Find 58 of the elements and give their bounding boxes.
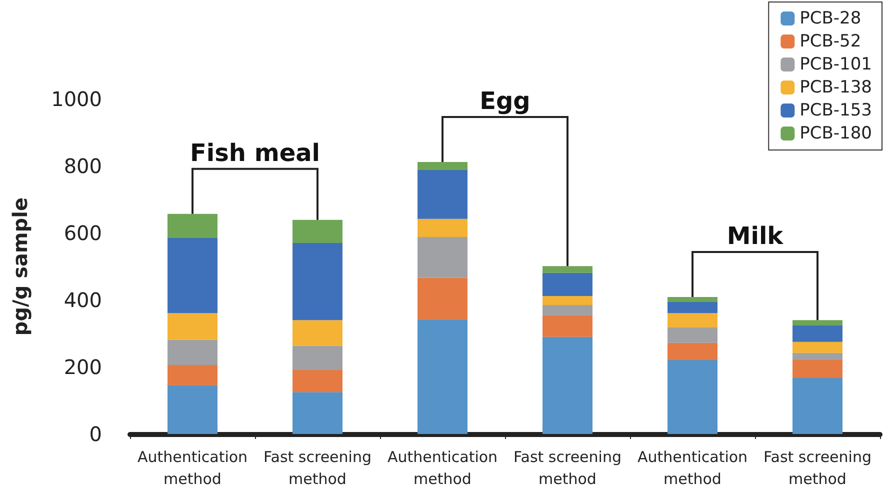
bar: [292, 320, 342, 346]
y-axis-title: pg/g sample: [8, 197, 32, 336]
annotation: Milk: [726, 222, 784, 250]
y-tick-label: 600: [64, 221, 102, 245]
bar: [418, 170, 468, 219]
bar: [542, 315, 592, 337]
bar: [168, 313, 218, 340]
bar: [542, 305, 592, 316]
bar: [792, 360, 842, 378]
legend-label: PCB-138: [800, 78, 872, 98]
bar: [168, 364, 218, 386]
bar: [542, 336, 592, 434]
bar: [168, 385, 218, 434]
bar: [292, 346, 342, 370]
y-tick-label: 400: [64, 288, 102, 312]
bar: [668, 342, 718, 360]
bar: [542, 272, 592, 296]
bar: [418, 278, 468, 320]
bar: [292, 220, 342, 244]
annotation: Fish meal: [190, 138, 320, 167]
legend-label: PCB-180: [800, 124, 872, 144]
bar: [292, 370, 342, 392]
x-tick-label: Authentication method: [637, 448, 748, 488]
bar: [418, 319, 468, 434]
bar: [418, 162, 468, 170]
bar: [292, 243, 342, 320]
bar: [792, 342, 842, 353]
x-tick-label: Authentication method: [387, 448, 498, 488]
legend-label: PCB-153: [800, 100, 872, 120]
bar: [542, 266, 592, 273]
bar: [792, 325, 842, 342]
legend-label: PCB-101: [800, 54, 872, 74]
bar: [168, 340, 218, 365]
y-tick-label: 200: [64, 355, 102, 379]
bar: [292, 392, 342, 434]
legend-label: PCB-28: [800, 8, 862, 28]
bar: [418, 237, 468, 278]
x-tick-label: Fast screening method: [514, 448, 622, 488]
y-tick-label: 1000: [51, 87, 102, 111]
y-tick-label: 800: [64, 154, 102, 178]
annotation: Egg: [480, 86, 530, 115]
bar: [168, 214, 218, 238]
bar: [792, 320, 842, 326]
legend-label: PCB-52: [800, 32, 862, 52]
bar: [418, 218, 468, 238]
bar: [542, 296, 592, 306]
bar: [792, 352, 842, 360]
x-tick-label: Authentication method: [137, 448, 248, 488]
x-tick-label: Fast screening method: [264, 448, 372, 488]
bar: [668, 313, 718, 328]
bar: [792, 378, 842, 434]
bar: [668, 296, 718, 302]
bar: [668, 360, 718, 434]
bar: [168, 238, 218, 314]
y-tick-label: 0: [89, 422, 102, 446]
bar: [668, 302, 718, 314]
bar: [668, 327, 718, 343]
x-tick-label: Fast screening method: [764, 448, 872, 488]
